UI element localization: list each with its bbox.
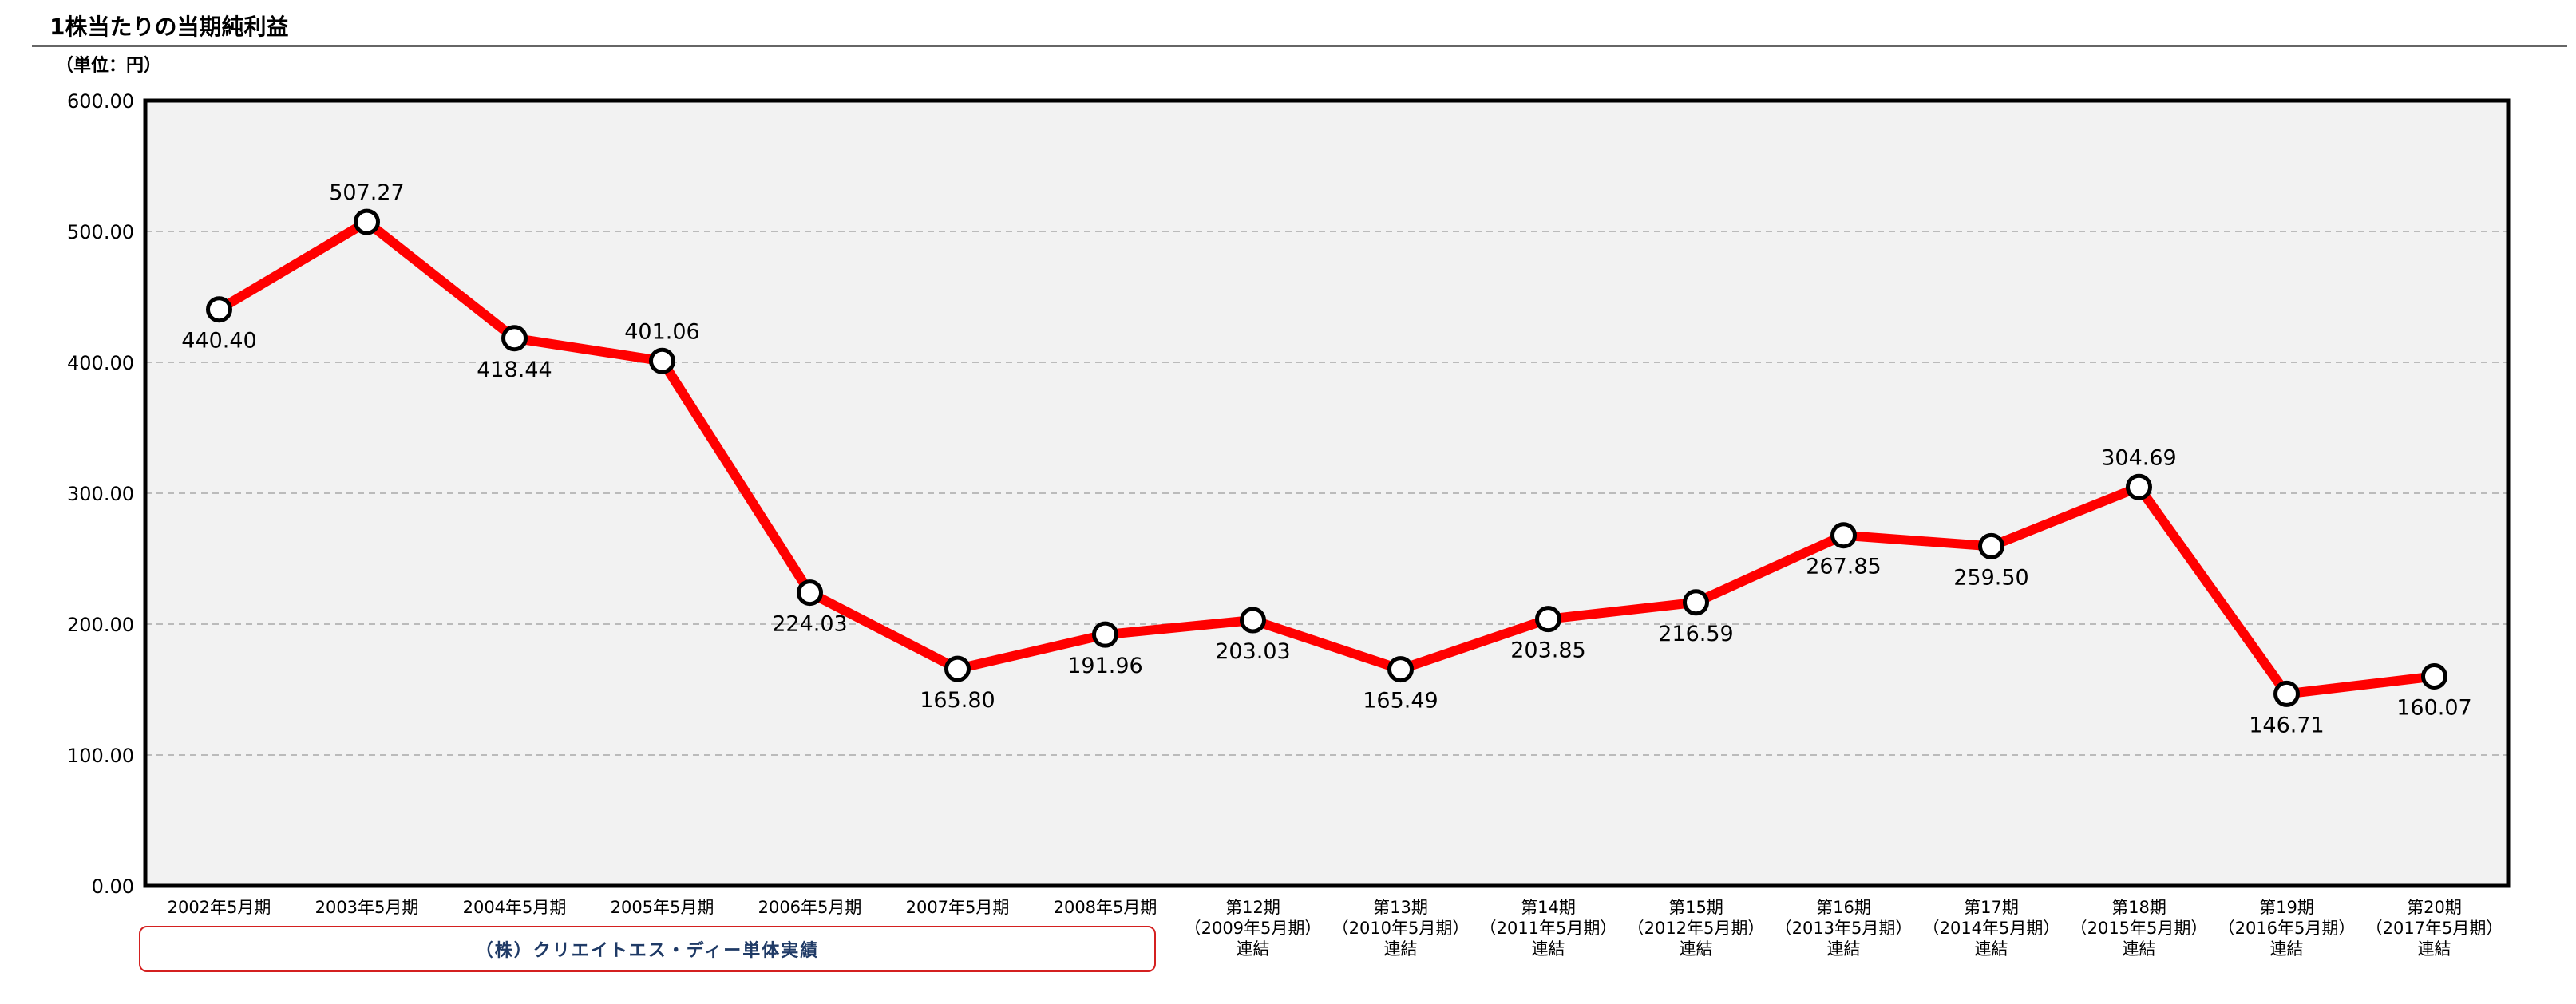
data-label: 203.03 bbox=[1215, 639, 1290, 664]
x-tick-label: 第14期（2011年5月期）連結 bbox=[1480, 898, 1617, 959]
data-point bbox=[944, 655, 971, 682]
x-tick-label: 第18期（2015年5月期）連結 bbox=[2071, 898, 2208, 959]
data-point bbox=[1387, 656, 1414, 683]
y-axis-ticks: 0.00 100.00 200.00 300.00 400.00 500.00 600.00 bbox=[67, 90, 134, 898]
x-tick-label: 2005年5月期 bbox=[611, 898, 714, 917]
y-tick-label: 500.00 bbox=[67, 221, 134, 243]
data-label: 160.07 bbox=[2396, 695, 2471, 720]
data-point bbox=[2421, 662, 2447, 690]
data-point bbox=[1240, 607, 1266, 634]
data-point bbox=[354, 208, 380, 235]
chart-title: 1株当たりの当期純利益 bbox=[49, 14, 289, 40]
data-point bbox=[797, 579, 823, 607]
data-point bbox=[1683, 589, 1709, 616]
plot-area bbox=[145, 101, 2508, 886]
data-label: 440.40 bbox=[181, 329, 256, 354]
data-point bbox=[649, 347, 675, 374]
y-tick-label: 100.00 bbox=[67, 745, 134, 767]
y-tick-label: 600.00 bbox=[67, 90, 134, 113]
x-tick-label: 2007年5月期 bbox=[906, 898, 1010, 917]
data-point bbox=[1092, 621, 1118, 648]
data-point bbox=[1978, 532, 2004, 559]
x-tick-label: 第19期（2016年5月期）連結 bbox=[2218, 898, 2356, 959]
data-label: 146.71 bbox=[2249, 713, 2324, 737]
data-label: 401.06 bbox=[624, 319, 699, 344]
data-point bbox=[1535, 606, 1561, 633]
data-label: 259.50 bbox=[1953, 565, 2028, 590]
data-point bbox=[206, 296, 232, 323]
x-tick-label: 第16期（2013年5月期）連結 bbox=[1775, 898, 1913, 959]
data-labels: 440.40 507.27 418.44 401.06 224.03 165.80 191.… bbox=[181, 180, 2471, 737]
x-tick-label: 2003年5月期 bbox=[315, 898, 419, 917]
data-point bbox=[501, 325, 528, 352]
data-label: 224.03 bbox=[772, 612, 847, 637]
data-label: 191.96 bbox=[1067, 654, 1142, 678]
x-tick-label: 2006年5月期 bbox=[758, 898, 862, 917]
x-tick-label: 2008年5月期 bbox=[1054, 898, 1157, 917]
y-tick-label: 0.00 bbox=[92, 876, 134, 898]
y-tick-label: 400.00 bbox=[67, 352, 134, 374]
x-tick-label: 第20期（2017年5月期）連結 bbox=[2366, 898, 2503, 959]
data-point bbox=[1830, 522, 1857, 549]
data-point bbox=[2126, 473, 2152, 500]
series-line bbox=[214, 217, 2439, 699]
data-label: 304.69 bbox=[2101, 445, 2176, 470]
data-label: 267.85 bbox=[1806, 555, 1881, 579]
x-tick-label: 第12期（2009年5月期）連結 bbox=[1185, 898, 1322, 959]
plot-border bbox=[143, 98, 2511, 888]
x-tick-label: 第15期（2012年5月期）連結 bbox=[1628, 898, 1765, 959]
y-tick-label: 300.00 bbox=[67, 483, 134, 505]
data-label: 165.80 bbox=[920, 688, 995, 713]
data-label: 165.49 bbox=[1363, 689, 1438, 713]
y-tick-label: 200.00 bbox=[67, 614, 134, 636]
data-label: 418.44 bbox=[477, 358, 552, 382]
data-label: 203.85 bbox=[1510, 638, 1585, 663]
x-tick-label: 第13期（2010年5月期）連結 bbox=[1332, 898, 1470, 959]
group-label: （株）クリエイトエス・ディー単体実績 bbox=[475, 941, 820, 961]
x-tick-label: 第17期（2014年5月期）連結 bbox=[1923, 898, 2060, 959]
data-label: 216.59 bbox=[1658, 622, 1733, 646]
data-label: 507.27 bbox=[329, 180, 404, 205]
x-tick-label: 2002年5月期 bbox=[168, 898, 271, 917]
data-points bbox=[206, 208, 2447, 707]
x-tick-label: 2004年5月期 bbox=[463, 898, 567, 917]
unit-label: （単位：円） bbox=[56, 56, 162, 76]
x-axis-ticks: 2002年5月期 2003年5月期 2004年5月期 2005年5月期 2006年5月期… bbox=[168, 898, 2503, 959]
data-point bbox=[2273, 680, 2300, 707]
title-divider bbox=[32, 45, 2567, 47]
group-label-box: （株）クリエイトエス・ディー単体実績 bbox=[139, 926, 1156, 972]
